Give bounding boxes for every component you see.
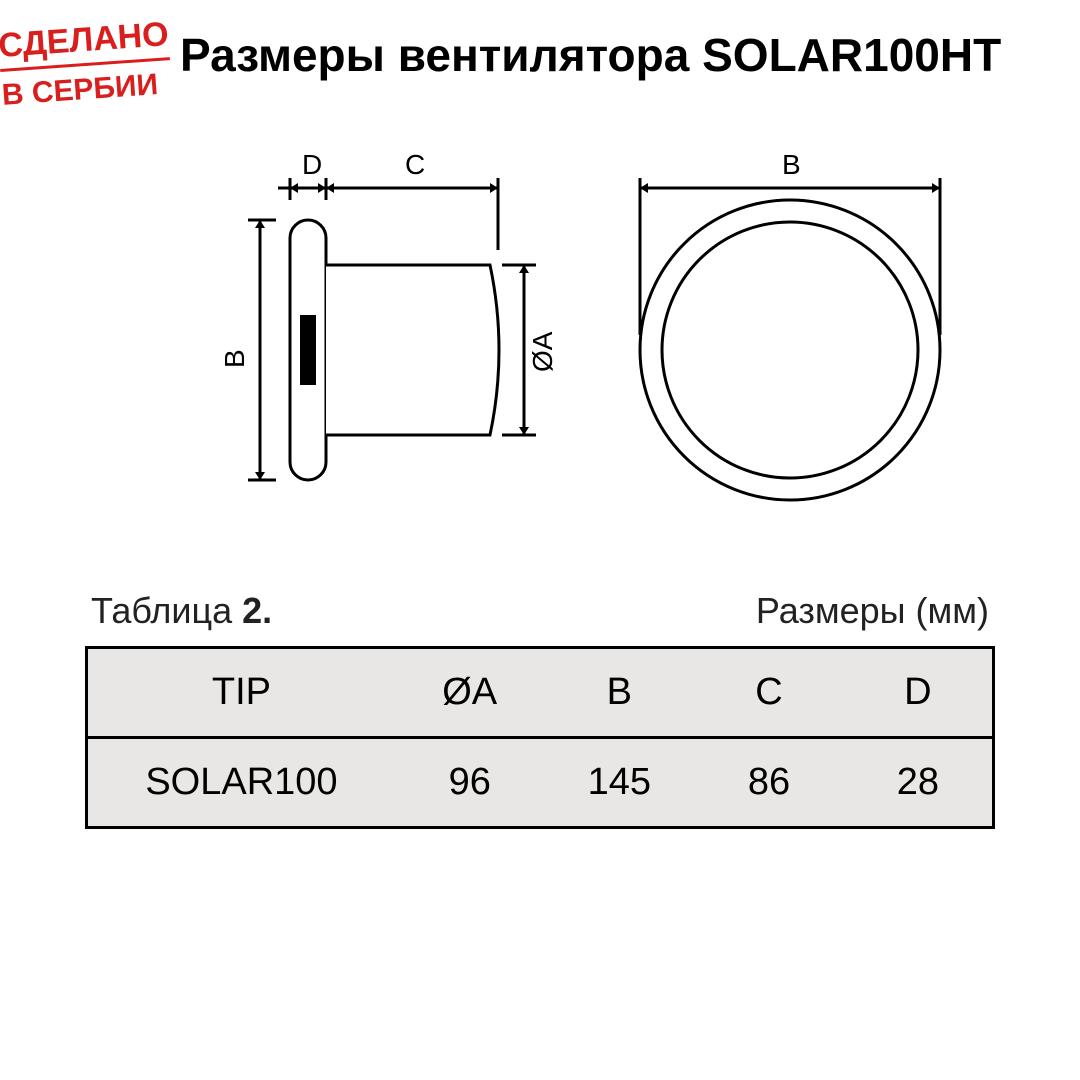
page-title: Размеры вентилятора SOLAR100HT [180,28,1001,82]
dim-label-oa: ØA [527,331,558,372]
table-cell: 86 [694,738,844,828]
col-header: C [694,648,844,738]
table-cell: SOLAR100 [87,738,395,828]
made-in-stamp: СДЕЛАНО В СЕРБИИ [0,14,173,113]
table-cell: 96 [395,738,545,828]
stamp-line1: СДЕЛАНО [0,14,170,72]
dim-label-b-left: B [219,349,250,368]
dim-label-d: D [302,149,322,180]
table-caption-left: Таблица 2. [91,590,272,632]
table-caption-right: Размеры (мм) [756,590,989,632]
stamp-line2: В СЕРБИИ [1,66,174,114]
table-cell: 145 [545,738,695,828]
col-header: ØA [395,648,545,738]
table-cell: 28 [844,738,994,828]
col-header: TIP [87,648,395,738]
col-header: D [844,648,994,738]
caption-bold: 2. [242,590,272,631]
dimensions-table-section: Таблица 2. Размеры (мм) TIP ØA B C D SOL… [85,590,995,829]
table-captions: Таблица 2. Размеры (мм) [85,590,995,632]
table-header-row: TIP ØA B C D [87,648,994,738]
dimension-diagram: D C B [230,140,990,520]
dim-label-b-right: B [782,149,801,180]
caption-prefix: Таблица [91,590,242,631]
dimensions-table: TIP ØA B C D SOLAR100 96 145 86 28 [85,646,995,829]
dim-label-c: C [405,149,425,180]
col-header: B [545,648,695,738]
table-row: SOLAR100 96 145 86 28 [87,738,994,828]
